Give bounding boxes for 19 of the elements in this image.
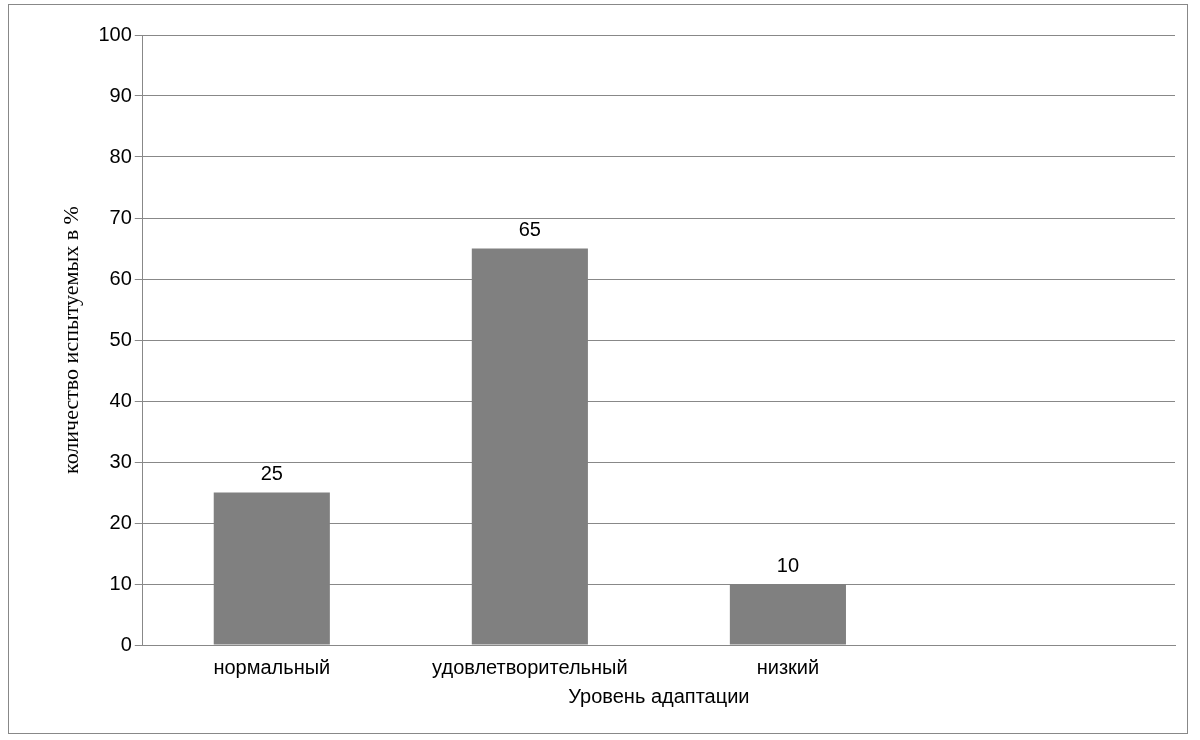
y-tick-label: 60 (109, 266, 132, 289)
data-label: 10 (776, 553, 800, 576)
y-tick-label: 90 (109, 83, 132, 106)
x-tick-label: удовлетворительный (432, 655, 628, 678)
y-tick-label: 0 (120, 632, 132, 655)
data-label: 65 (518, 218, 541, 241)
y-tick-label: 30 (109, 449, 132, 472)
y-tick-label: 80 (109, 144, 132, 167)
y-tick-label: 70 (109, 205, 132, 228)
x-tick-label: низкий (756, 655, 820, 678)
y-tick-label: 10 (109, 571, 132, 594)
x-tick-label: нормальный (213, 655, 331, 678)
y-tick-label: 40 (109, 388, 132, 411)
x-axis-title: Уровень адаптации (568, 684, 750, 707)
data-label: 25 (260, 462, 283, 485)
y-axis-title: количество испытуемых в % (57, 206, 83, 474)
y-tick-label: 50 (109, 327, 132, 350)
y-tick-label: 20 (109, 510, 132, 533)
y-tick-label: 100 (98, 22, 132, 45)
